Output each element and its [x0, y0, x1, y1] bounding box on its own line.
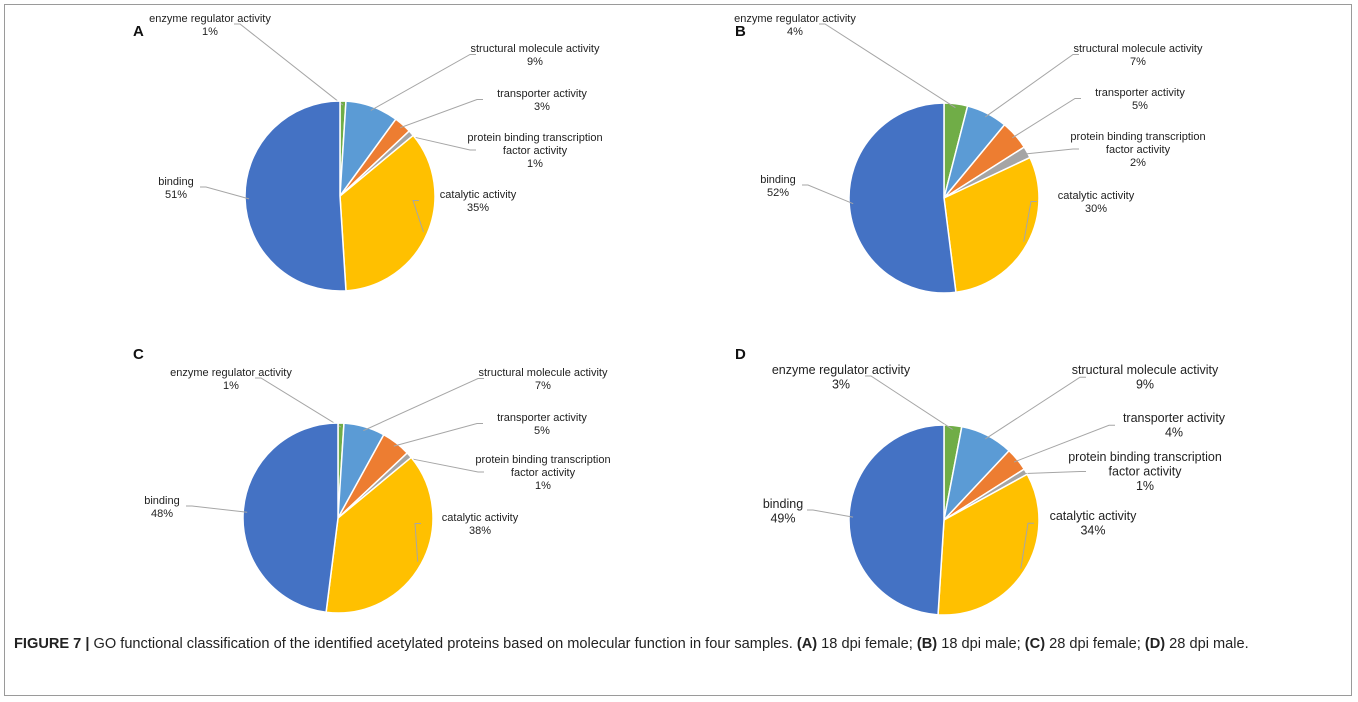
leader-line: [1013, 424, 1115, 463]
caption-a-label: (A): [796, 636, 818, 652]
leader-line: [370, 54, 476, 111]
caption-text: GO functional classification of the iden…: [89, 636, 797, 652]
pie-slice: [242, 422, 339, 614]
caption-c-label: (C): [1024, 636, 1046, 652]
caption-b-label: (B): [916, 636, 938, 652]
leader-line: [186, 505, 248, 513]
leader-line: [200, 186, 250, 200]
slice-label: binding 49%: [763, 497, 803, 526]
caption-d-label: (D): [1144, 636, 1166, 652]
pie-slice: [848, 424, 945, 616]
leader-line: [1023, 148, 1079, 155]
slice-label: catalytic activity 38%: [442, 512, 519, 537]
leader-line: [802, 184, 854, 205]
slice-label: protein binding transcription factor acti…: [1070, 131, 1205, 169]
slice-label: enzyme regulator activity 1%: [149, 13, 271, 38]
slice-label: structural molecule activity 9%: [1072, 363, 1219, 392]
pie-slice: [339, 134, 436, 292]
pie-slice: [244, 100, 347, 292]
slice-label: catalytic activity 34%: [1050, 509, 1138, 538]
pie-slice: [937, 473, 1040, 616]
leader-line: [865, 375, 953, 430]
slice-label: binding 48%: [144, 495, 179, 520]
slice-label: enzyme regulator activity 4%: [734, 13, 856, 38]
leader-line: [819, 23, 956, 109]
slice-label: enzyme regulator activity 3%: [772, 363, 911, 392]
slice-label: transporter activity 5%: [1095, 87, 1185, 112]
leader-line: [985, 54, 1079, 118]
leader-line: [985, 376, 1086, 440]
leader-line: [1011, 98, 1081, 139]
leader-line: [255, 377, 342, 428]
leader-line: [363, 378, 484, 432]
leader-line: [400, 99, 483, 129]
leader-line: [807, 509, 854, 518]
panel-label: D: [735, 346, 746, 363]
panel-label: A: [133, 23, 144, 40]
slice-label: structural molecule activity 7%: [1074, 43, 1203, 68]
caption-figure-label: FIGURE 7 |: [14, 636, 90, 652]
slice-label: protein binding transcription factor acti…: [467, 132, 602, 170]
leader-line: [1023, 201, 1037, 242]
slice-label: catalytic activity 35%: [440, 189, 517, 214]
leader-line: [412, 200, 424, 233]
slice-label: transporter activity 4%: [1123, 411, 1226, 440]
caption-c-text: 28 dpi female;: [1045, 636, 1145, 652]
caption-a-text: 18 dpi female;: [817, 636, 917, 652]
slice-label: protein binding transcription factor acti…: [475, 454, 610, 492]
panel-label: B: [735, 23, 746, 40]
figure-frame: [4, 4, 1352, 696]
pie-slice: [943, 156, 1040, 294]
slice-label: structural molecule activity 9%: [471, 43, 600, 68]
leader-line: [1020, 522, 1034, 569]
slice-label: binding 52%: [760, 174, 795, 199]
figure-caption: FIGURE 7 | GO functional classification …: [14, 634, 1332, 655]
slice-label: transporter activity 3%: [497, 88, 587, 113]
slice-label: catalytic activity 30%: [1058, 190, 1135, 215]
slice-label: protein binding transcription factor acti…: [1068, 450, 1222, 493]
leader-line: [1022, 471, 1086, 475]
leader-line: [406, 457, 484, 473]
pie-slice: [325, 456, 434, 614]
leader-line: [234, 23, 344, 106]
slice-label: structural molecule activity 7%: [479, 367, 608, 392]
panel-label: C: [133, 346, 144, 363]
leader-line: [408, 135, 476, 151]
pie-slice: [848, 102, 957, 294]
leader-line: [414, 523, 421, 562]
caption-b-text: 18 dpi male;: [937, 636, 1025, 652]
slice-label: enzyme regulator activity 1%: [170, 367, 292, 392]
leader-line: [393, 423, 483, 447]
slice-label: binding 51%: [158, 176, 193, 201]
slice-label: transporter activity 5%: [497, 412, 587, 437]
caption-d-text: 28 dpi male.: [1165, 636, 1249, 652]
